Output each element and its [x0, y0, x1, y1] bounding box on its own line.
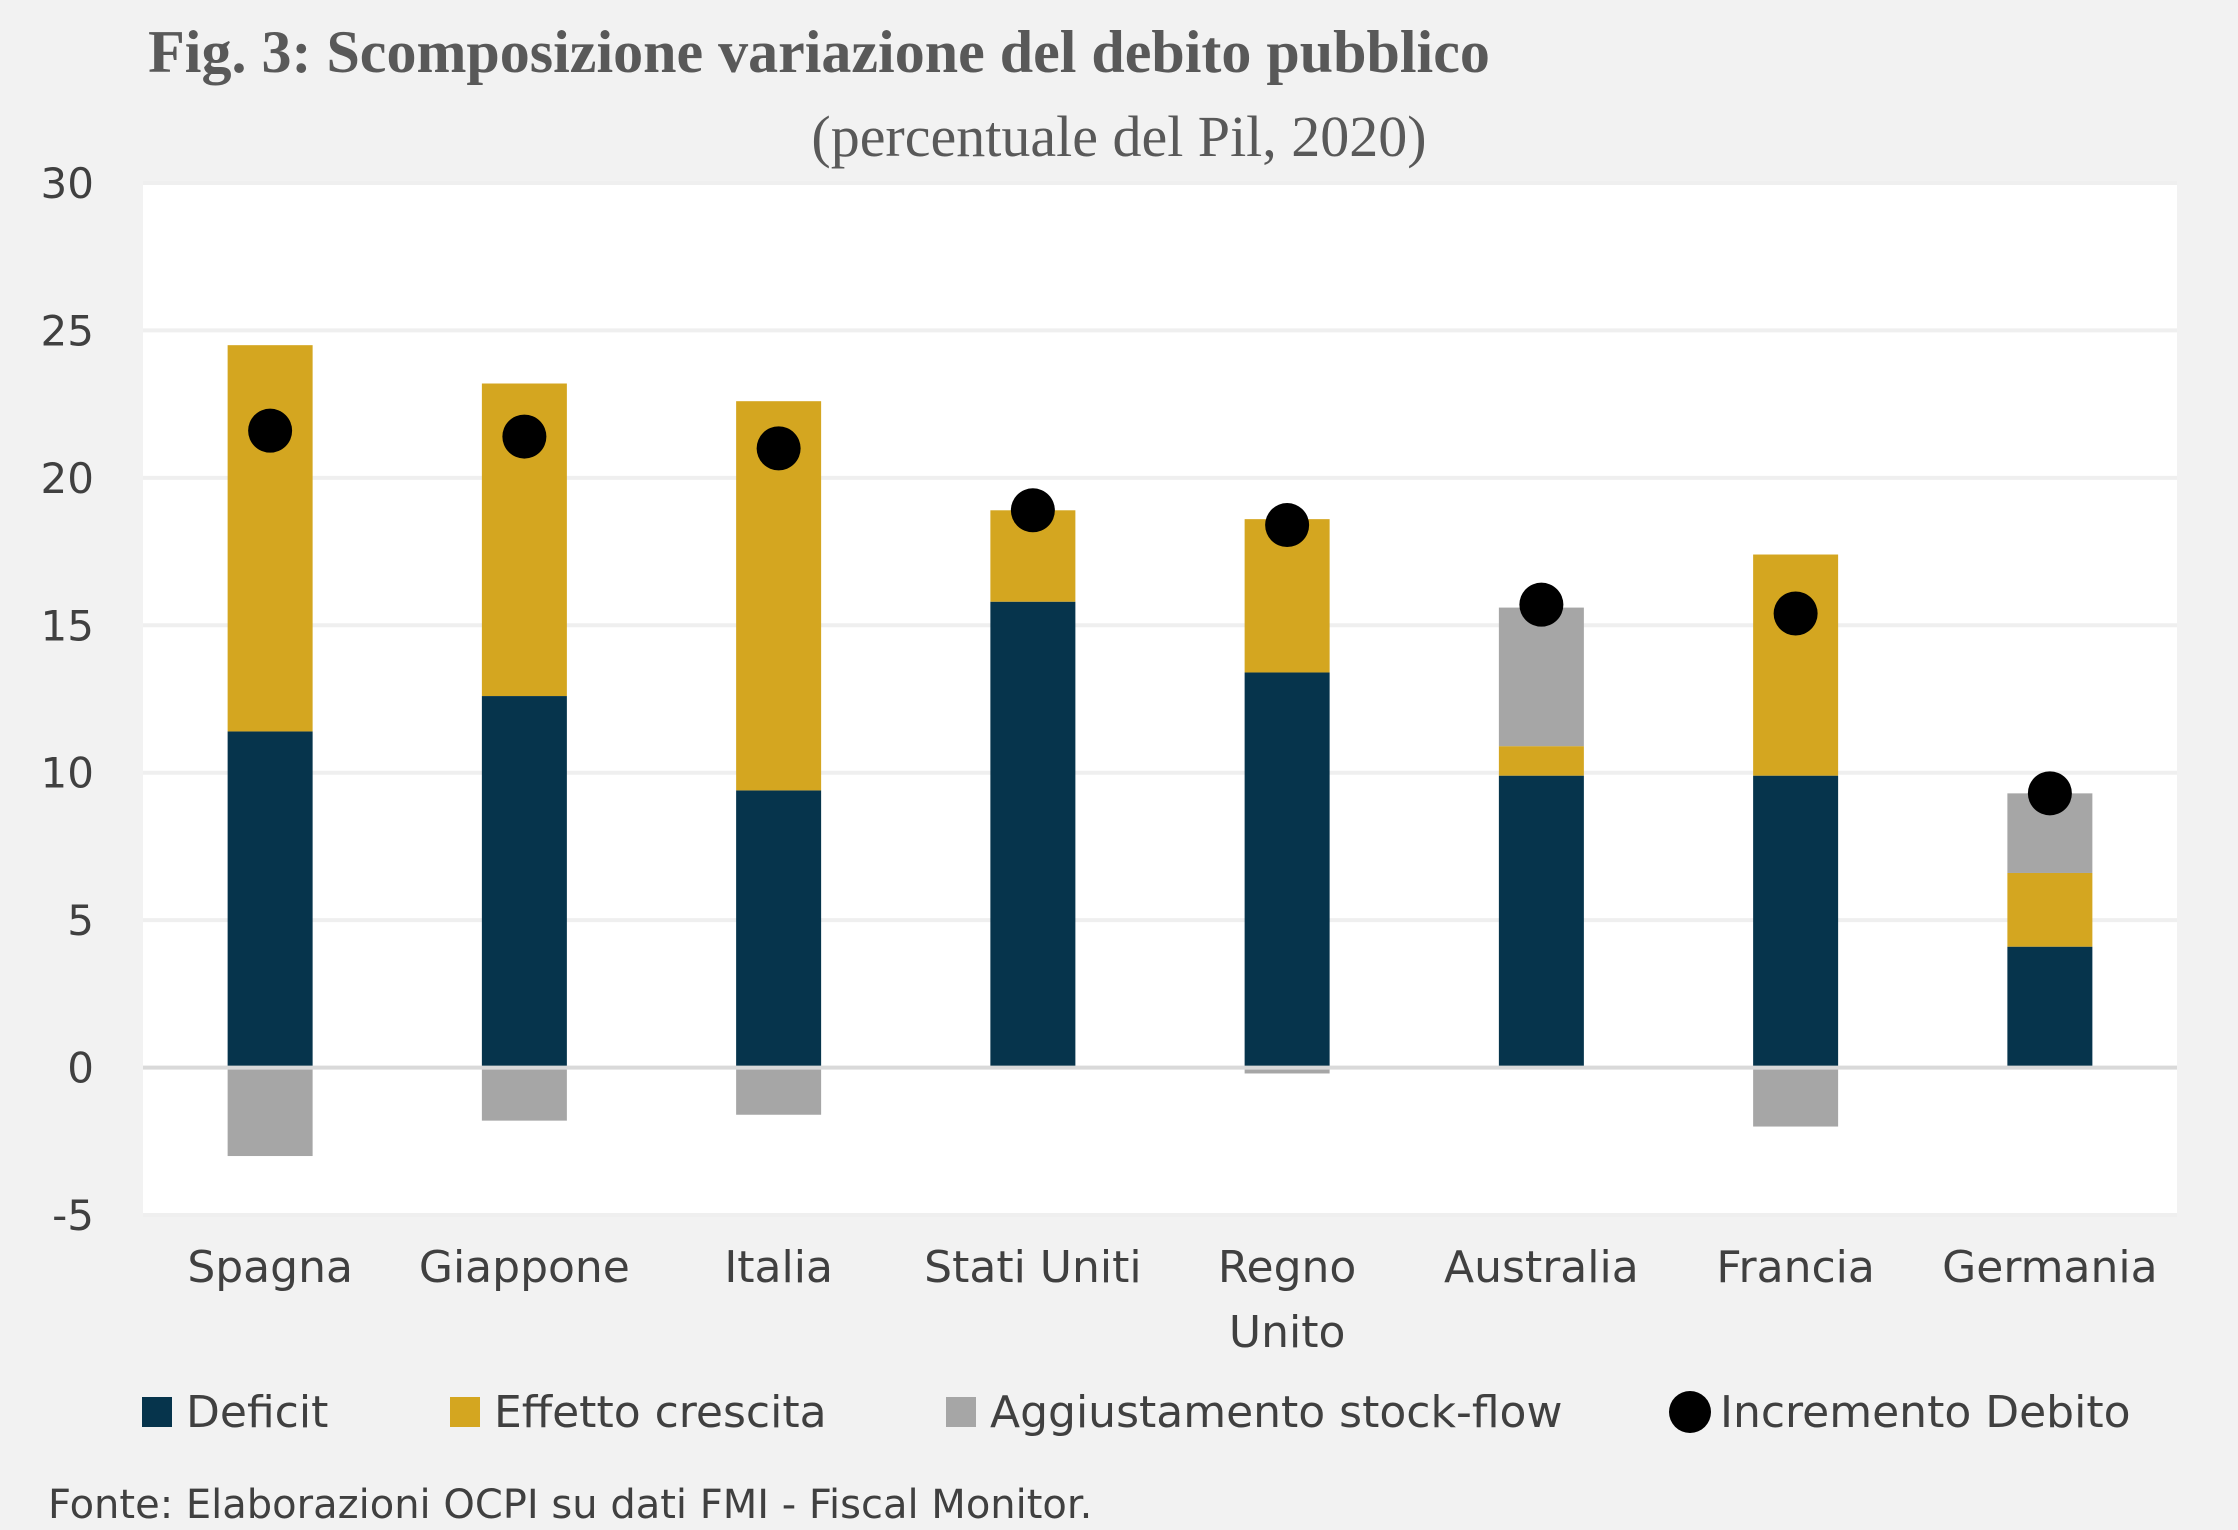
y-axis-ticks: 30 25 20 15 10 5 0 -5 [41, 159, 94, 1240]
legend-swatch [142, 1397, 172, 1427]
incremento-debito-marker [248, 408, 293, 453]
y-tick-label: 20 [41, 454, 94, 503]
y-tick-label: 30 [41, 159, 94, 208]
x-category-label: Spagna [187, 1242, 353, 1293]
bar-segment-deficit [481, 696, 567, 1068]
y-tick-label: 0 [67, 1044, 94, 1093]
source-note: Fonte: Elaborazioni OCPI su dati FMI - F… [48, 1482, 1092, 1528]
x-category-label: Australia [1444, 1242, 1639, 1293]
bar-segment-deficit [1498, 775, 1584, 1068]
bar-segment-aggiustamento-stock-flow [1498, 607, 1584, 747]
legend-label: Deficit [186, 1387, 328, 1438]
legend-label: Effetto crescita [494, 1387, 827, 1438]
incremento-debito-marker [2027, 771, 2072, 816]
bar-segment-deficit [2007, 946, 2093, 1068]
chart-subtitle: (percentuale del Pil, 2020) [811, 104, 1426, 169]
y-tick-label: 15 [41, 601, 94, 650]
legend-label: Incremento Debito [1720, 1387, 2131, 1438]
legend-swatch [946, 1397, 976, 1427]
x-category-label: Giappone [419, 1242, 630, 1293]
incremento-debito-marker [1010, 488, 1055, 533]
bar-segment-deficit [1753, 775, 1839, 1068]
x-category-label: Regno [1218, 1242, 1356, 1293]
x-category-label: Germania [1942, 1242, 2157, 1293]
incremento-debito-marker [1773, 591, 1818, 636]
legend: Deficit Effetto crescita Aggiustamento sto… [142, 1387, 2131, 1438]
bar-segment-effetto-crescita [227, 345, 313, 732]
incremento-debito-marker [1265, 503, 1310, 548]
x-category-label: Stati Uniti [924, 1242, 1141, 1293]
chart-title: Fig. 3: Scomposizione variazione del deb… [148, 19, 1490, 85]
bar-segment-aggiustamento-stock-flow [1244, 1067, 1330, 1074]
legend-swatch [450, 1397, 480, 1427]
bar-segment-deficit [227, 731, 313, 1068]
incremento-debito-marker [502, 414, 547, 459]
bar-segment-aggiustamento-stock-flow [227, 1067, 313, 1157]
bar-segment-effetto-crescita [1753, 554, 1839, 776]
x-category-label: Italia [724, 1242, 833, 1293]
bar-segment-effetto-crescita [1498, 746, 1584, 776]
legend-label: Aggiustamento stock-flow [990, 1387, 1562, 1438]
y-tick-label: 5 [67, 896, 94, 945]
x-axis-categories: Spagna Giappone Italia Stati Uniti Regno Unit… [187, 1242, 2157, 1358]
bar-segment-aggiustamento-stock-flow [481, 1067, 567, 1121]
incremento-debito-marker [1519, 582, 1564, 627]
incremento-debito-marker [756, 426, 801, 471]
y-tick-label: -5 [52, 1191, 94, 1240]
y-tick-label: 10 [41, 749, 94, 798]
bar-segment-deficit [990, 601, 1076, 1068]
bar-segment-deficit [1244, 672, 1330, 1068]
y-tick-label: 25 [41, 306, 94, 355]
bar-segment-effetto-crescita [2007, 872, 2093, 947]
x-category-label: Francia [1716, 1242, 1874, 1293]
bar-segment-aggiustamento-stock-flow [736, 1067, 822, 1115]
markers [248, 408, 2072, 816]
bar-segment-deficit [736, 790, 822, 1068]
bar-segment-aggiustamento-stock-flow [1753, 1067, 1839, 1127]
x-category-label: Unito [1229, 1307, 1346, 1358]
legend-swatch [1669, 1391, 1711, 1433]
plot-area [143, 183, 2177, 1215]
